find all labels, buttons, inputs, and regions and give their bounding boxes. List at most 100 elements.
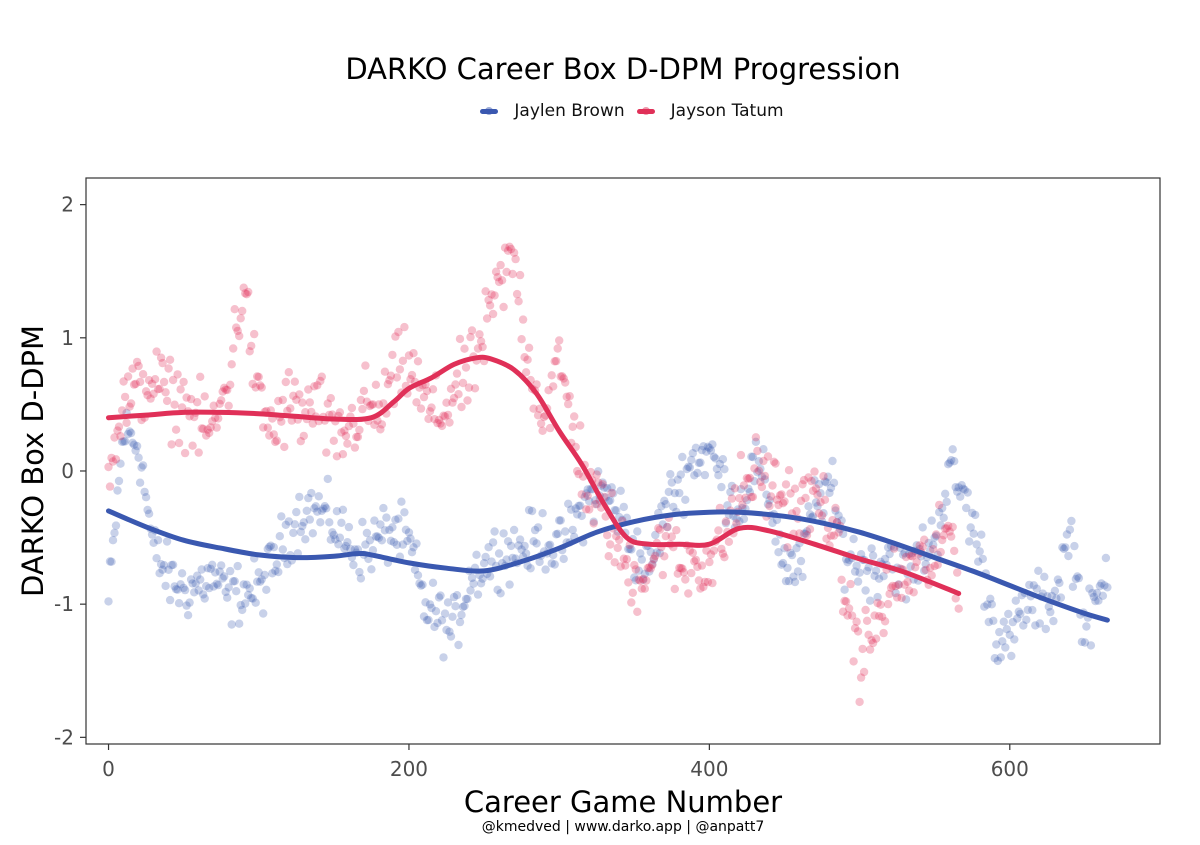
x-tick-label: 400 xyxy=(690,757,728,781)
point-jayson-tatum xyxy=(838,607,848,616)
point-jayson-tatum xyxy=(412,398,421,407)
point-jaylen-brown xyxy=(338,505,348,514)
point-jayson-tatum xyxy=(409,349,418,358)
point-jayson-tatum xyxy=(458,378,468,388)
point-jayson-tatum xyxy=(545,423,555,433)
point-jayson-tatum xyxy=(933,560,942,569)
point-jayson-tatum xyxy=(663,522,672,532)
point-jayson-tatum xyxy=(290,377,299,386)
point-jayson-tatum xyxy=(639,574,648,584)
point-jayson-tatum xyxy=(335,408,345,417)
point-jaylen-brown xyxy=(744,484,753,493)
point-jayson-tatum xyxy=(355,425,364,435)
point-jaylen-brown xyxy=(864,563,873,572)
point-jaylen-brown xyxy=(132,441,142,451)
point-jayson-tatum xyxy=(490,291,499,300)
point-jaylen-brown xyxy=(340,544,349,553)
point-jaylen-brown xyxy=(660,496,669,505)
point-jayson-tatum xyxy=(520,353,529,362)
point-jayson-tatum xyxy=(316,376,325,386)
point-jaylen-brown xyxy=(433,618,442,628)
point-jaylen-brown xyxy=(454,640,463,650)
point-jaylen-brown xyxy=(275,532,284,541)
point-jayson-tatum xyxy=(760,471,770,481)
point-jayson-tatum xyxy=(636,576,645,585)
point-jayson-tatum xyxy=(944,521,953,531)
point-jayson-tatum xyxy=(550,357,559,366)
point-jayson-tatum xyxy=(257,383,266,392)
point-jaylen-brown xyxy=(880,554,890,564)
point-jaylen-brown xyxy=(580,492,589,502)
point-jaylen-brown xyxy=(799,529,809,538)
point-jaylen-brown xyxy=(457,610,466,620)
point-jaylen-brown xyxy=(530,525,540,535)
point-jaylen-brown xyxy=(469,579,478,588)
point-jayson-tatum xyxy=(768,481,777,490)
point-jaylen-brown xyxy=(974,557,983,566)
point-jayson-tatum xyxy=(329,436,338,445)
point-jayson-tatum xyxy=(344,421,354,431)
point-jayson-tatum xyxy=(720,553,729,562)
point-jayson-tatum xyxy=(927,571,936,580)
point-jaylen-brown xyxy=(247,593,256,603)
point-jayson-tatum xyxy=(688,548,697,557)
point-jayson-tatum xyxy=(365,401,375,411)
point-jaylen-brown xyxy=(272,560,281,569)
point-jaylen-brown xyxy=(960,485,969,494)
point-jayson-tatum xyxy=(859,667,869,677)
point-jayson-tatum xyxy=(553,344,562,353)
point-jaylen-brown xyxy=(203,564,212,573)
point-jayson-tatum xyxy=(245,347,254,356)
point-jayson-tatum xyxy=(939,531,948,540)
point-jaylen-brown xyxy=(819,509,828,518)
point-jaylen-brown xyxy=(466,586,475,595)
point-jayson-tatum xyxy=(176,385,185,394)
point-jaylen-brown xyxy=(1047,591,1057,601)
point-jaylen-brown xyxy=(691,443,701,452)
point-jayson-tatum xyxy=(517,335,526,344)
point-jaylen-brown xyxy=(969,529,978,538)
point-jaylen-brown xyxy=(356,574,366,583)
point-jayson-tatum xyxy=(286,404,295,413)
point-jaylen-brown xyxy=(430,622,439,632)
point-jaylen-brown xyxy=(873,592,882,602)
point-jaylen-brown xyxy=(105,557,115,566)
point-jayson-tatum xyxy=(781,480,791,489)
legend-key-jayson-tatum xyxy=(636,106,655,115)
y-axis-title: DARKO Box D-DPM xyxy=(16,325,50,597)
point-jayson-tatum xyxy=(307,407,316,417)
point-jaylen-brown xyxy=(624,544,633,554)
point-jayson-tatum xyxy=(777,490,786,499)
point-jayson-tatum xyxy=(570,412,579,421)
point-jaylen-brown xyxy=(182,601,191,610)
point-jayson-tatum xyxy=(229,344,238,353)
point-jayson-tatum xyxy=(236,314,245,323)
point-jayson-tatum xyxy=(808,486,818,495)
point-jayson-tatum xyxy=(947,532,956,541)
point-jaylen-brown xyxy=(412,539,421,548)
point-jaylen-brown xyxy=(257,575,266,584)
point-jayson-tatum xyxy=(730,484,740,493)
point-jaylen-brown xyxy=(328,528,337,537)
point-jaylen-brown xyxy=(747,452,756,461)
point-jaylen-brown xyxy=(739,514,749,524)
point-jaylen-brown xyxy=(314,492,323,501)
point-jayson-tatum xyxy=(817,511,827,520)
point-jayson-tatum xyxy=(633,607,642,616)
y-tick-label: 0 xyxy=(61,459,74,483)
point-jayson-tatum xyxy=(894,580,903,589)
point-jayson-tatum xyxy=(936,547,945,557)
point-jaylen-brown xyxy=(161,581,170,591)
point-jaylen-brown xyxy=(721,518,731,528)
point-jayson-tatum xyxy=(310,382,319,391)
point-jayson-tatum xyxy=(897,593,906,603)
point-jaylen-brown xyxy=(455,617,465,627)
point-jayson-tatum xyxy=(786,489,795,498)
point-jaylen-brown xyxy=(113,486,122,495)
point-jayson-tatum xyxy=(326,394,335,403)
point-jaylen-brown xyxy=(625,544,634,554)
point-jaylen-brown xyxy=(1089,592,1099,602)
point-jayson-tatum xyxy=(568,422,577,431)
point-jaylen-brown xyxy=(227,620,236,629)
point-jayson-tatum xyxy=(248,379,257,389)
